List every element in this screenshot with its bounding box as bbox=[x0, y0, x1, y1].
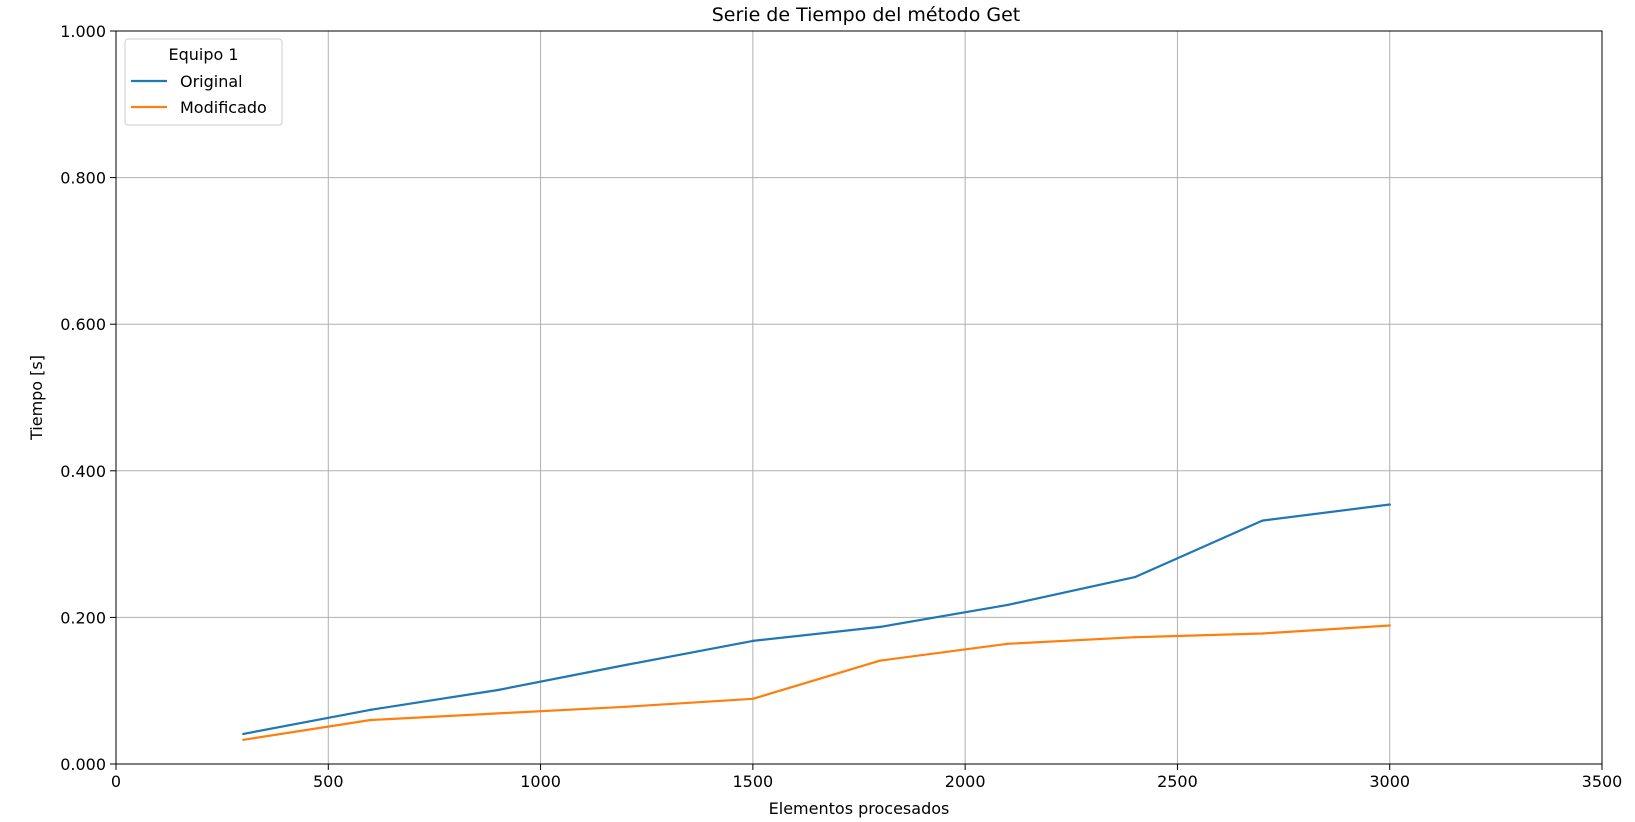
y-tick-label: 0.400 bbox=[60, 462, 106, 481]
series-line-original bbox=[243, 503, 1390, 735]
series-line-modificado bbox=[243, 624, 1390, 741]
data-point-modificado bbox=[496, 712, 500, 715]
y-axis-title: Tiempo [s] bbox=[27, 355, 46, 441]
legend-label-original: Original bbox=[180, 72, 243, 91]
y-tick-label: 1.000 bbox=[60, 22, 106, 41]
y-tick-label: 0.800 bbox=[60, 169, 106, 188]
x-tick-label: 1500 bbox=[732, 772, 773, 791]
data-point-modificado bbox=[751, 697, 755, 700]
data-point-modificado bbox=[1261, 632, 1264, 635]
x-tick-label: 3500 bbox=[1582, 772, 1623, 791]
data-point-original bbox=[1133, 575, 1137, 579]
data-point-modificado bbox=[879, 659, 882, 662]
x-tick-label: 2500 bbox=[1157, 772, 1198, 791]
series-layer bbox=[242, 503, 1391, 742]
grid bbox=[115, 30, 1603, 765]
legend-title: Equipo 1 bbox=[168, 45, 238, 64]
data-point-original bbox=[496, 688, 500, 692]
legend-label-modificado: Modificado bbox=[180, 98, 267, 117]
data-point-original bbox=[1388, 503, 1391, 506]
chart-title: Serie de Tiempo del método Get bbox=[712, 4, 1021, 26]
data-point-modificado bbox=[242, 738, 245, 742]
data-point-original bbox=[1261, 519, 1264, 522]
data-point-original bbox=[624, 663, 627, 667]
data-point-original bbox=[879, 625, 882, 629]
x-tick-label: 2000 bbox=[945, 772, 986, 791]
x-tick-label: 500 bbox=[313, 772, 344, 791]
x-tick-label: 3000 bbox=[1369, 772, 1410, 791]
plot-frame bbox=[115, 30, 1603, 765]
x-tick-label: 1000 bbox=[520, 772, 561, 791]
y-tick-label: 0.600 bbox=[60, 315, 106, 334]
data-point-modificado bbox=[624, 705, 627, 709]
x-axis-title: Elementos procesados bbox=[769, 799, 950, 818]
x-tick-label: 0 bbox=[111, 772, 121, 791]
ticks: 0 500 1000 1500 2000 2500 3000 3500 0.000 0.200 0.… bbox=[60, 22, 1622, 791]
legend-box bbox=[124, 38, 283, 126]
data-point-modificado bbox=[1388, 624, 1391, 627]
y-tick-label: 0.000 bbox=[60, 755, 106, 774]
data-point-original bbox=[1006, 603, 1009, 607]
data-point-modificado bbox=[369, 718, 372, 722]
data-point-modificado bbox=[1006, 642, 1009, 645]
data-point-original bbox=[369, 708, 372, 711]
data-point-original bbox=[242, 732, 245, 736]
data-point-original bbox=[751, 639, 755, 643]
y-tick-label: 0.200 bbox=[60, 608, 106, 627]
data-point-modificado bbox=[1133, 635, 1137, 639]
legend: Equipo 1 Original Modificado bbox=[124, 38, 283, 126]
